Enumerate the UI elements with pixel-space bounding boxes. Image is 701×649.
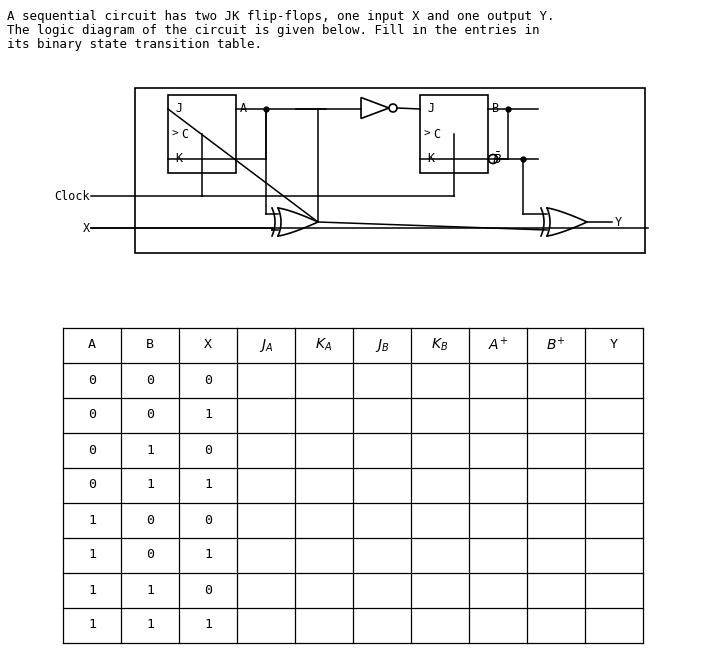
Text: >: > — [423, 129, 430, 139]
Text: The logic diagram of the circuit is given below. Fill in the entries in: The logic diagram of the circuit is give… — [7, 24, 540, 37]
Text: 1: 1 — [88, 583, 96, 596]
Text: K: K — [175, 153, 182, 165]
Text: A: A — [88, 339, 96, 352]
Text: 0: 0 — [204, 443, 212, 456]
Text: 0: 0 — [204, 513, 212, 526]
Text: >: > — [171, 129, 178, 139]
Text: $J_{A}$: $J_{A}$ — [259, 336, 273, 354]
Text: 1: 1 — [204, 618, 212, 631]
Text: J: J — [427, 103, 434, 116]
Text: $\bar{B}$: $\bar{B}$ — [492, 151, 502, 167]
Text: 1: 1 — [88, 513, 96, 526]
Text: 1: 1 — [146, 583, 154, 596]
Text: $A^{+}$: $A^{+}$ — [488, 336, 508, 354]
Text: its binary state transition table.: its binary state transition table. — [7, 38, 262, 51]
Text: B: B — [492, 103, 499, 116]
Text: C: C — [181, 127, 188, 140]
Bar — [135, 88, 645, 253]
Text: C: C — [433, 127, 440, 140]
Text: $J_{B}$: $J_{B}$ — [375, 336, 389, 354]
Text: 1: 1 — [146, 618, 154, 631]
Text: 1: 1 — [146, 478, 154, 491]
Text: Y: Y — [610, 339, 618, 352]
Text: X: X — [83, 221, 90, 234]
Text: Clock: Clock — [55, 190, 90, 202]
Text: 0: 0 — [146, 513, 154, 526]
Text: 0: 0 — [146, 408, 154, 421]
Bar — [420, 95, 488, 173]
Text: B: B — [146, 339, 154, 352]
Text: 1: 1 — [204, 478, 212, 491]
Text: 1: 1 — [88, 548, 96, 561]
Text: 0: 0 — [88, 478, 96, 491]
Text: A sequential circuit has two JK flip-flops, one input X and one output Y.: A sequential circuit has two JK flip-flo… — [7, 10, 554, 23]
Text: 0: 0 — [146, 374, 154, 387]
Text: $B^{+}$: $B^{+}$ — [546, 336, 566, 354]
Text: 0: 0 — [88, 408, 96, 421]
Text: J: J — [175, 103, 182, 116]
Text: K: K — [427, 153, 434, 165]
Text: Y: Y — [615, 215, 622, 228]
Text: $K_{B}$: $K_{B}$ — [431, 337, 449, 353]
Text: 0: 0 — [88, 443, 96, 456]
Text: 1: 1 — [204, 408, 212, 421]
Text: A: A — [240, 103, 247, 116]
Text: 0: 0 — [146, 548, 154, 561]
Text: $K_{A}$: $K_{A}$ — [315, 337, 332, 353]
Bar — [168, 95, 236, 173]
Text: 0: 0 — [204, 374, 212, 387]
Text: 1: 1 — [146, 443, 154, 456]
Text: 0: 0 — [204, 583, 212, 596]
Text: X: X — [204, 339, 212, 352]
Text: 1: 1 — [204, 548, 212, 561]
Text: 1: 1 — [88, 618, 96, 631]
Text: 0: 0 — [88, 374, 96, 387]
